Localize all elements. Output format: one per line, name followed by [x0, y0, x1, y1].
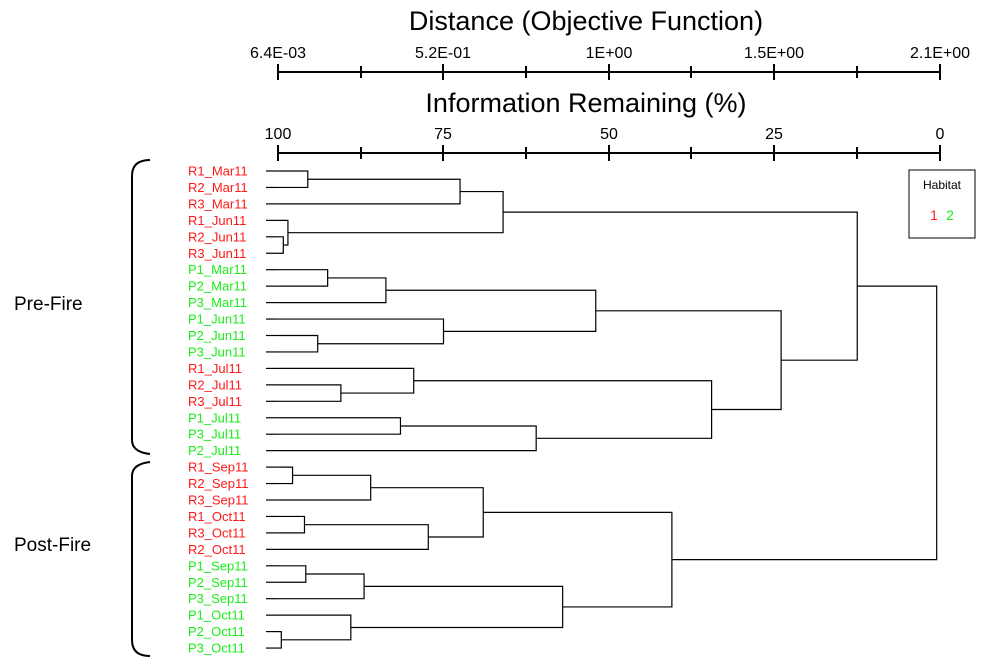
- leaf-label: R1_Jul11: [188, 361, 242, 376]
- dendrogram-branch: [483, 511, 673, 608]
- top-axis-tick-label: 1E+00: [586, 45, 633, 62]
- leaf-label: R2_Mar11: [188, 180, 248, 195]
- leaf-label: P3_Jul11: [188, 427, 241, 442]
- leaf-label: P2_Oct11: [188, 624, 245, 639]
- leaf-label: P3_Oct11: [188, 641, 245, 656]
- group-label-post-fire: Post-Fire: [14, 535, 91, 556]
- leaf-label: P1_Sep11: [188, 558, 248, 573]
- dendrogram-branch: [278, 367, 415, 394]
- leaf-label: R3_Jul11: [188, 394, 242, 409]
- leaf-label: R2_Sep11: [188, 476, 248, 491]
- top-axis-tick-label: 1.5E+00: [744, 45, 804, 62]
- bottom-axis-title: Information Remaining (%): [425, 88, 746, 118]
- leaf-label: P1_Oct11: [188, 608, 245, 623]
- post-fire-brace: [131, 461, 151, 657]
- legend-box: [908, 169, 976, 239]
- dendrogram-branch: [278, 384, 342, 402]
- leaf-label: P3_Jun11: [188, 344, 246, 359]
- leaf-label: R2_Jul11: [188, 377, 242, 392]
- bottom-axis-line: [277, 145, 941, 161]
- legend: Habitat 1 2: [908, 169, 976, 239]
- dendrogram-branch: [278, 425, 537, 452]
- bottom-axis-tick-label: 50: [600, 126, 618, 143]
- leaf-label: R3_Mar11: [188, 196, 248, 211]
- leaf-label: P1_Mar11: [188, 262, 247, 277]
- bottom-axis-tick-label: 0: [936, 126, 945, 143]
- dendrogram-branch: [595, 310, 782, 411]
- leaf-label: R1_Jun11: [188, 213, 246, 228]
- leaf-label: P3_Mar11: [188, 295, 247, 310]
- leaf-label: R3_Jun11: [188, 246, 246, 261]
- top-axis-title: Distance (Objective Function): [409, 6, 763, 36]
- dendrogram-branch: [287, 190, 504, 234]
- dendrogram-branch: [278, 334, 319, 353]
- legend-item-1: 1: [930, 207, 938, 223]
- leaf-label: R2_Jun11: [188, 229, 246, 244]
- dendrogram-branch: [350, 585, 564, 629]
- dendrogram-branch: [278, 565, 307, 583]
- dendrogram-branch: [278, 236, 284, 254]
- leaf-label: R1_Oct11: [188, 509, 246, 524]
- dendrogram-branch: [278, 466, 294, 485]
- leaf-label: R1_Mar11: [188, 164, 248, 179]
- dendrogram-branch: [278, 614, 352, 641]
- dendrogram-branch: [278, 573, 365, 600]
- pre-fire-brace: [131, 159, 151, 455]
- group-label-pre-fire: Pre-Fire: [14, 294, 83, 315]
- dendrogram-branch: [278, 417, 402, 435]
- leaf-label: P2_Jun11: [188, 328, 246, 343]
- legend-title: Habitat: [923, 178, 962, 192]
- top-axis-line: [277, 64, 941, 80]
- leaf-label: P1_Jul11: [188, 410, 241, 425]
- leaf-label: R2_Oct11: [188, 542, 246, 557]
- leaf-label: P2_Mar11: [188, 279, 247, 294]
- bottom-axis-tick-label: 100: [265, 126, 292, 143]
- dendrogram-root-branch: [671, 285, 938, 561]
- dendrogram-branch: [278, 318, 445, 345]
- dendrogram-branch: [278, 269, 329, 287]
- dendrogram-branch: [278, 515, 306, 534]
- dendrogram-branch: [278, 524, 429, 550]
- legend-item-2: 2: [946, 207, 954, 223]
- leaf-label: P2_Jul11: [188, 443, 241, 458]
- leaf-label: P3_Sep11: [188, 591, 248, 606]
- leaf-label: P2_Sep11: [188, 575, 248, 590]
- dendrogram-branch: [278, 277, 387, 304]
- dendrogram-branch: [278, 474, 372, 501]
- dendrogram-branch: [278, 178, 461, 205]
- dendrogram-branch: [413, 380, 713, 439]
- dendrogram-branches: [266, 170, 938, 649]
- dendrogram-branch: [385, 289, 597, 332]
- leaf-label: P1_Jun11: [188, 312, 246, 327]
- bottom-axis-ticks: 100 75 50 25 0: [265, 126, 945, 143]
- top-axis-tick-label: 6.4E-03: [250, 45, 306, 62]
- top-axis-tick-label: 5.2E-01: [415, 45, 471, 62]
- top-axis-ticks: 6.4E-03 5.2E-01 1E+00 1.5E+00 2.1E+00: [250, 45, 970, 62]
- dendrogram-branch: [503, 211, 858, 361]
- dendrogram-branch: [278, 631, 282, 649]
- bottom-axis-tick-label: 75: [434, 126, 452, 143]
- leaf-label: R3_Sep11: [188, 493, 248, 508]
- dendrogram-branch: [278, 170, 309, 189]
- dendrogram-branch: [370, 487, 484, 538]
- leaf-label: R1_Sep11: [188, 460, 248, 475]
- bottom-axis-tick-label: 25: [765, 126, 783, 143]
- leaf-label: R3_Oct11: [188, 525, 246, 540]
- top-axis-tick-label: 2.1E+00: [910, 45, 970, 62]
